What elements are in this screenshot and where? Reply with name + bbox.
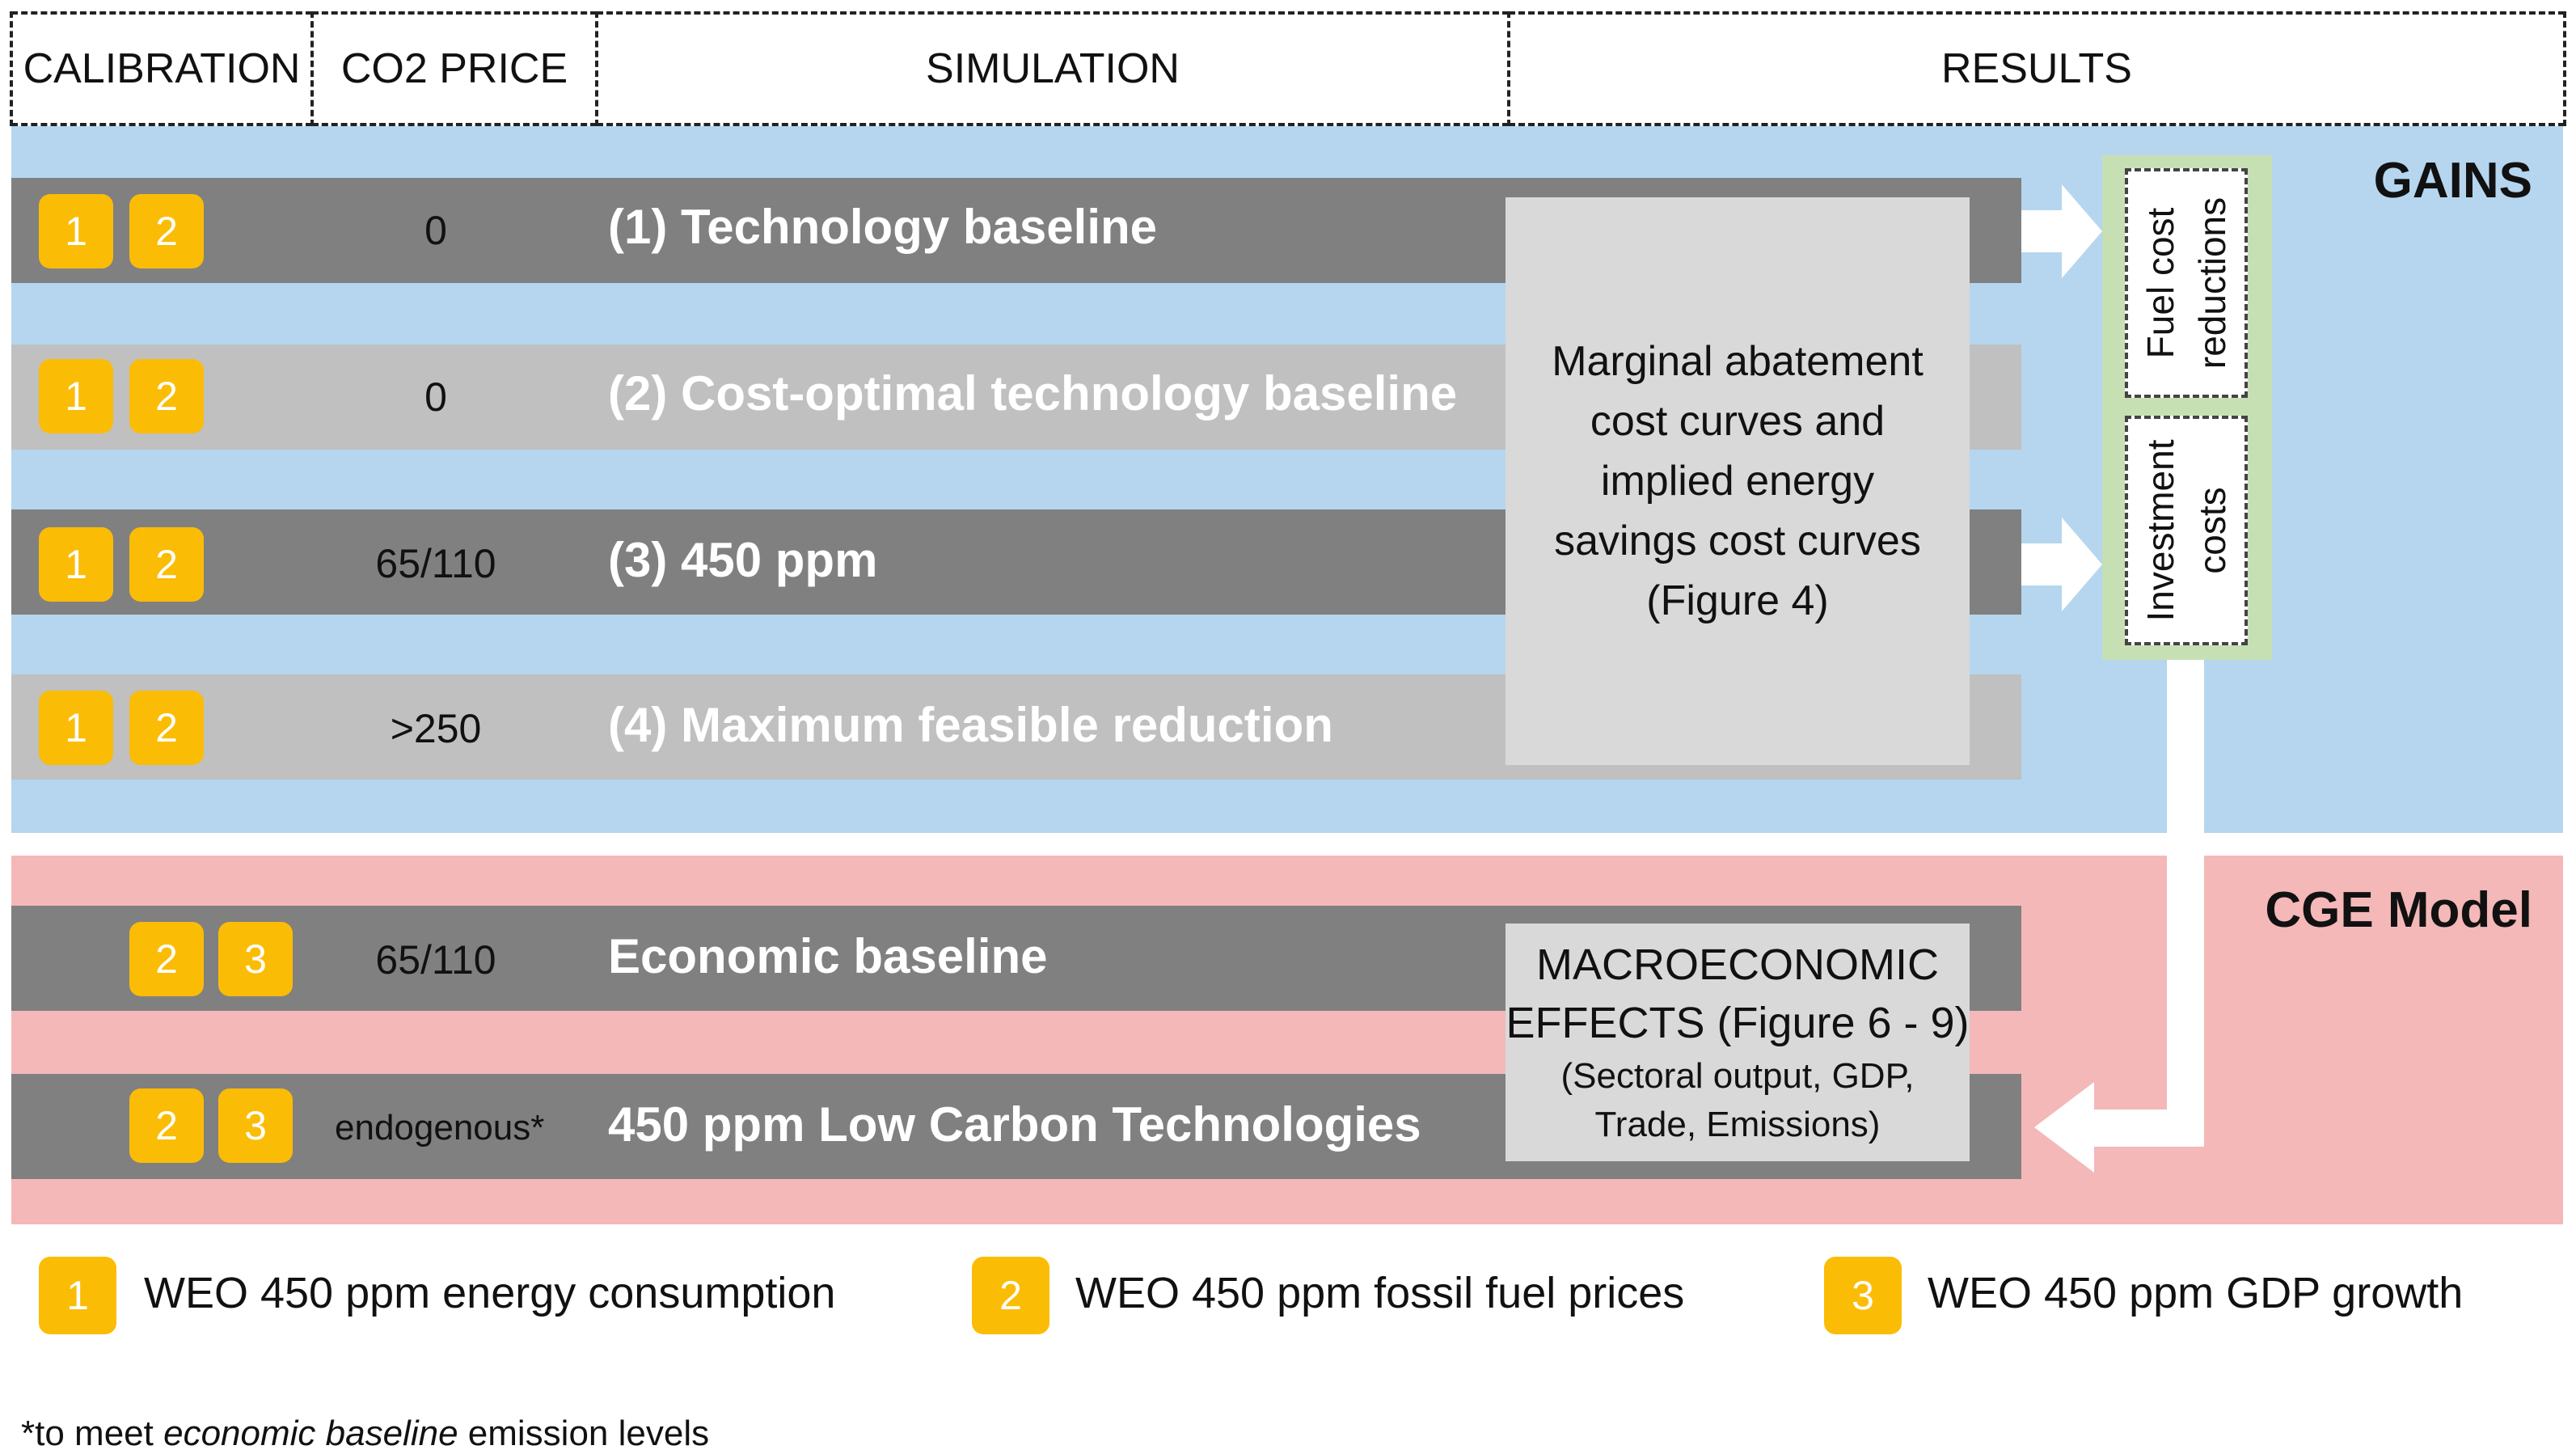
- legend-badge: 3: [1824, 1257, 1902, 1334]
- legend-badge: 1: [39, 1257, 116, 1334]
- fuel-cost-reductions-box: Fuel cost reductions: [2125, 168, 2248, 398]
- calibration-badge: 2: [129, 194, 204, 268]
- arrow-right-icon: [2021, 184, 2102, 278]
- calibration-badge: 3: [218, 1088, 293, 1163]
- co2-price-value: 0: [424, 208, 447, 253]
- legend-text: WEO 450 ppm GDP growth: [1928, 1269, 2464, 1317]
- calibration-badge: 1: [39, 527, 113, 602]
- header-calibration-label: CALIBRATION: [23, 45, 301, 92]
- calibration-badge: 2: [129, 359, 204, 433]
- scenario-label: (2) Cost-optimal technology baseline: [608, 366, 1458, 421]
- legend-text: WEO 450 ppm energy consumption: [144, 1269, 836, 1317]
- macroeconomic-effects-box: MACROECONOMIC EFFECTS (Figure 6 - 9) (Se…: [1505, 924, 1970, 1161]
- arrow-right-icon: [2021, 518, 2102, 611]
- macro-text-line: (Sectoral output, GDP,: [1560, 1056, 1915, 1096]
- co2-price-value: 65/110: [375, 937, 496, 983]
- calibration-badge: 2: [129, 691, 204, 765]
- scenario-label: (4) Maximum feasible reduction: [608, 698, 1333, 752]
- calibration-badge: 3: [218, 922, 293, 996]
- scenario-label: 450 ppm Low Carbon Technologies: [608, 1097, 1421, 1152]
- macro-text-line: MACROECONOMIC: [1536, 940, 1939, 989]
- footnote-italic: economic baseline: [163, 1414, 458, 1453]
- header-simulation-label: SIMULATION: [926, 45, 1180, 92]
- footnote: *to meet economic baseline emission leve…: [21, 1373, 709, 1454]
- header-divider: [310, 11, 314, 126]
- header-divider: [595, 11, 598, 126]
- mac-curves-box: Marginal abatement cost curves and impli…: [1505, 197, 1970, 765]
- mac-text-line: (Figure 4): [1646, 577, 1829, 624]
- legend-badge: 2: [972, 1257, 1049, 1334]
- elbow-arrow-icon: [2034, 660, 2204, 1173]
- header-results-label: RESULTS: [1941, 45, 2132, 92]
- calibration-badge: 1: [39, 194, 113, 268]
- mac-text-line: cost curves and: [1590, 398, 1886, 445]
- header-divider: [1507, 11, 1510, 126]
- calibration-badge: 2: [129, 527, 204, 602]
- header-calibration: CALIBRATION: [11, 11, 312, 126]
- scenario-label: (3) 450 ppm: [608, 533, 878, 587]
- legend-text: WEO 450 ppm fossil fuel prices: [1075, 1269, 1685, 1317]
- scenario-label: (1) Technology baseline: [608, 200, 1158, 254]
- macro-text-line: EFFECTS (Figure 6 - 9): [1505, 999, 1970, 1047]
- calibration-badge: 1: [39, 359, 113, 433]
- scenario-label: Economic baseline: [608, 929, 1048, 983]
- gains-title: GAINS: [2373, 153, 2532, 209]
- co2-price-value: 65/110: [375, 541, 496, 586]
- macro-text-line: Trade, Emissions): [1594, 1105, 1881, 1144]
- footnote-suffix: emission levels: [458, 1414, 710, 1453]
- cge-title: CGE Model: [2265, 882, 2532, 938]
- header-divider: [2563, 11, 2566, 126]
- mac-text-line: implied energy: [1600, 458, 1875, 505]
- co2-price-value: >250: [390, 706, 482, 751]
- mac-text-line: Marginal abatement: [1552, 338, 1924, 385]
- calibration-badge: 2: [129, 1088, 204, 1163]
- mac-text-line: savings cost curves: [1554, 518, 1921, 564]
- calibration-badge: 2: [129, 922, 204, 996]
- header-simulation: SIMULATION: [597, 11, 1509, 126]
- co2-price-value: 0: [424, 374, 447, 420]
- calibration-badge: 1: [39, 691, 113, 765]
- co2-price-value: endogenous*: [335, 1108, 545, 1148]
- footnote-prefix: *to meet: [21, 1414, 164, 1453]
- investment-costs-box: Investment costs: [2125, 416, 2248, 645]
- header-co2-price-label: CO2 PRICE: [340, 45, 568, 92]
- header-co2-price: CO2 PRICE: [312, 11, 597, 126]
- header-divider: [10, 11, 13, 126]
- header-results: RESULTS: [1509, 11, 2565, 126]
